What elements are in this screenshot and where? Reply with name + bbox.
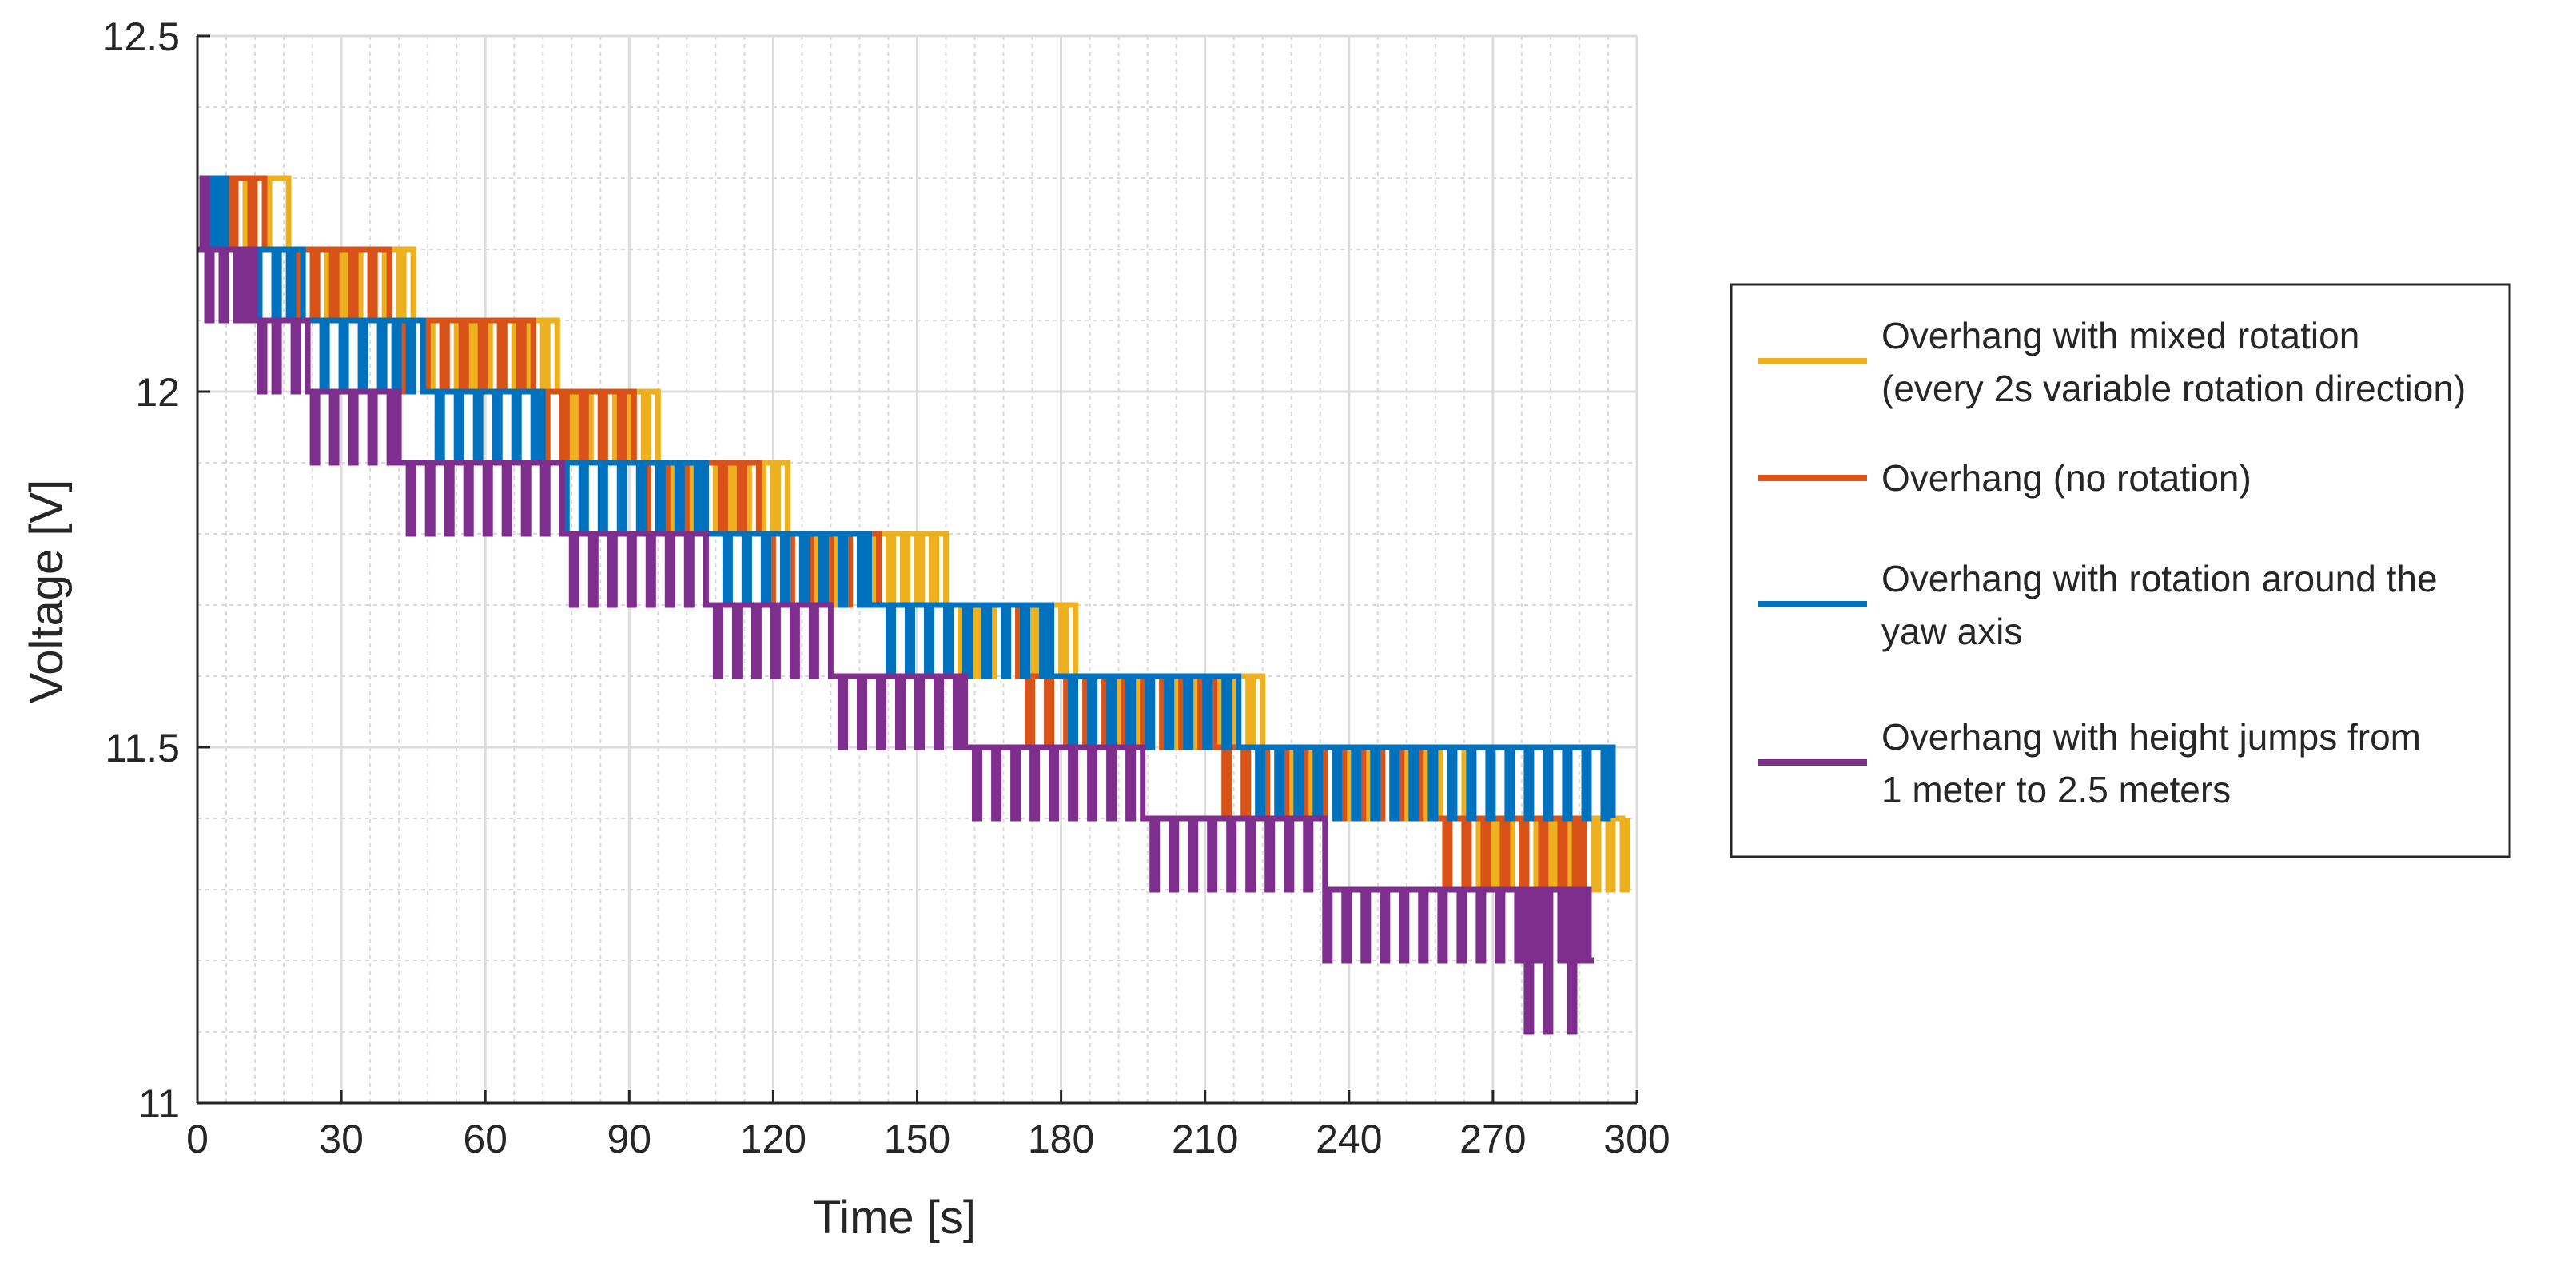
- x-tick-label: 120: [740, 1117, 806, 1161]
- legend-label-1: (every 2s variable rotation direction): [1881, 368, 2466, 409]
- series-line-4: [197, 175, 1594, 1035]
- legend-label-3: Overhang with rotation around the: [1881, 558, 2438, 599]
- y-tick-label: 12: [135, 370, 180, 415]
- legend-label-2: Overhang (no rotation): [1881, 457, 2252, 499]
- x-tick-label: 270: [1459, 1117, 1526, 1161]
- legend-label-1: Overhang with mixed rotation: [1881, 315, 2359, 356]
- y-axis-label: Voltage [V]: [21, 480, 73, 704]
- x-axis-label: Time [s]: [813, 1192, 976, 1244]
- legend-label-4: 1 meter to 2.5 meters: [1881, 769, 2231, 810]
- legend: Overhang with mixed rotation (every 2s va…: [1730, 283, 2511, 858]
- series-line-3: [197, 175, 1616, 822]
- legend-label-4: Overhang with height jumps from: [1881, 716, 2421, 758]
- y-tick-label: 11.5: [105, 726, 180, 770]
- y-tick-label: 11: [138, 1081, 180, 1126]
- x-tick-label: 30: [319, 1117, 364, 1161]
- x-tick-label: 0: [186, 1117, 209, 1161]
- ticks-layer: 0 30 60 90 120 150 180 210 240 270 300 11 11.5 12 12.5: [102, 14, 1670, 1161]
- x-tick-label: 90: [607, 1117, 651, 1161]
- y-tick-label: 12.5: [102, 14, 180, 59]
- x-tick-label: 60: [463, 1117, 508, 1161]
- x-tick-label: 210: [1172, 1117, 1238, 1161]
- x-tick-label: 300: [1603, 1117, 1670, 1161]
- series-layer: [197, 175, 1630, 1035]
- grid-layer: [196, 34, 1638, 1105]
- x-tick-label: 180: [1028, 1117, 1094, 1161]
- x-tick-label: 240: [1316, 1117, 1382, 1161]
- legend-label-3: yaw axis: [1881, 611, 2022, 652]
- x-tick-label: 150: [884, 1117, 950, 1161]
